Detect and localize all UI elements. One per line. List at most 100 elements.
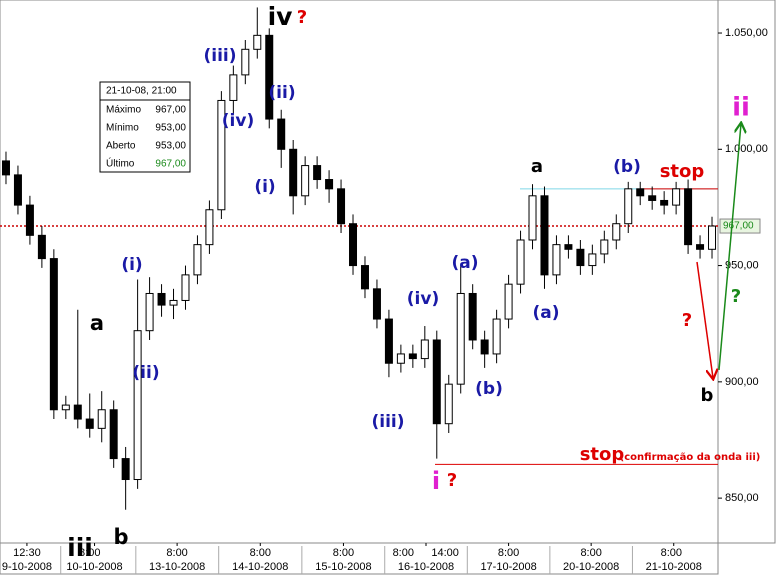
candle-body [1,160,10,176]
candle-body [696,244,705,250]
candle-body [277,118,286,150]
question-mark: ? [447,470,457,491]
candle-body [229,74,238,101]
candle-body [672,188,681,206]
wave-label: (iii) [203,46,236,66]
y-tick-label: 900,00 [725,376,759,388]
candle-body [25,204,34,236]
quote-value: 967,00 [155,159,186,170]
candle-body [564,244,573,250]
y-tick-label: 850,00 [725,492,759,504]
wave-label: b [701,385,714,406]
candle-body [241,48,250,76]
quote-box: 21-10-08, 21:00 Máximo 967,00 Mínimo 953… [99,81,191,173]
candle-body [205,209,214,246]
candle-body [372,288,381,320]
candle-body [468,292,477,341]
candle-body [349,223,358,267]
wave-label: (iv) [407,289,439,309]
candle-body [624,188,633,225]
candle-body [97,409,106,429]
x-tick-label: 21-10-2008 [646,561,702,573]
candle-body [480,339,489,355]
wave-label: a [90,311,104,335]
candle-body [444,383,453,425]
y-tick-label: 1.000,00 [725,143,768,155]
wave-label: iii [67,533,93,562]
candle-body [37,234,46,260]
last-price-label: 967,00 [723,221,754,232]
question-mark: ? [682,310,692,331]
x-tick-label: 8:00 [166,547,187,559]
wave-label: (iii) [371,412,404,432]
candle-body [13,174,22,206]
quote-label: Máximo [106,105,141,116]
candle-body [552,244,561,276]
x-tick-label: 14-10-2008 [232,561,288,573]
stop-label: stop [660,161,705,182]
wave-label: (ii) [132,363,159,383]
candle-body [660,199,669,206]
candle-body [133,330,142,481]
x-tick-label: 8:00 [661,547,682,559]
candle-body [313,165,322,181]
candle-body [408,353,417,360]
candle-body [396,353,405,364]
wave-label: (iv) [222,111,254,131]
candle-body [420,339,429,360]
candle-body [600,239,609,255]
candle-body [456,292,465,385]
wave-label: ii [732,93,750,123]
candle-body [265,34,274,120]
quote-title: 21-10-08, 21:00 [106,86,177,97]
candle-body [648,195,657,201]
wave-label: (b) [613,157,641,177]
candle-body [516,239,525,285]
candle-body [492,318,501,355]
x-tick-label: 8:00 [79,547,100,559]
wave-label: iv [268,2,293,31]
candle-body [253,34,262,50]
candle-body [145,292,154,332]
quote-value: 953,00 [155,141,186,152]
candle-body [193,244,202,276]
wave-label: (ii) [268,83,295,103]
candle-body [432,339,441,425]
x-tick-label: 13-10-2008 [149,561,205,573]
arrow-down [696,261,713,378]
wave-label: a [531,156,543,177]
x-tick-label: 10-10-2008 [66,561,122,573]
wave-label: (b) [475,379,503,399]
y-tick-label: 1.050,00 [725,27,768,39]
candle-body [576,248,585,267]
x-tick-label: 14:00 [431,547,459,559]
candle-body [121,458,130,481]
candle-body [684,188,693,246]
candle-body [85,418,94,429]
y-tick-label: 950,00 [725,259,759,271]
stop-label: stop [580,444,625,465]
quote-value: 967,00 [155,105,186,116]
x-tick-label: 8:00 [498,547,519,559]
wave-label: (a) [451,253,478,273]
candle-body [109,409,118,460]
wave-label: (i) [121,255,142,275]
x-tick-label: 9-10-2008 [2,561,52,573]
x-tick-label: 8:00 [250,547,271,559]
candle-body [636,188,645,197]
quote-label: Último [106,157,135,170]
quote-value: 953,00 [155,123,186,134]
x-tick-label: 8:00 [333,547,354,559]
quote-label: Aberto [106,141,136,152]
x-tick-label: 20-10-2008 [563,561,619,573]
candle-body [73,404,82,420]
candle-body [61,404,70,411]
x-tick-label: 15-10-2008 [315,561,371,573]
candle-body [157,292,166,306]
candle-body [504,283,513,320]
question-mark: ? [731,286,741,307]
x-tick-label: 16-10-2008 [398,561,454,573]
candle-body [337,188,346,225]
wave-label: b [113,525,128,549]
